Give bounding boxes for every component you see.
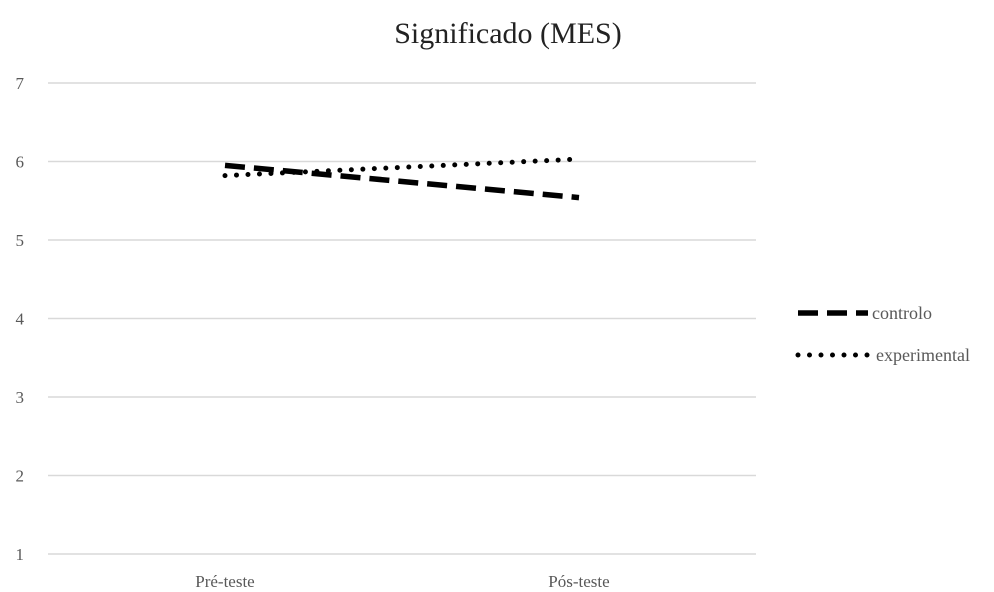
series-line-controlo	[224, 162, 580, 201]
x-axis-tick-labels: Pré-teste Pós-teste	[195, 572, 609, 591]
gridlines	[48, 82, 756, 555]
x-tick-label: Pós-teste	[548, 572, 609, 591]
legend: controlo experimental	[795, 303, 970, 365]
y-tick-label: 1	[16, 545, 25, 564]
legend-label: experimental	[876, 345, 970, 365]
x-tick-label: Pré-teste	[195, 572, 254, 591]
y-tick-label: 5	[16, 231, 25, 250]
y-tick-label: 4	[16, 310, 25, 329]
legend-label: controlo	[872, 303, 932, 323]
y-tick-label: 3	[16, 388, 25, 407]
series-line-experimental	[222, 156, 582, 179]
chart-title: Significado (MES)	[394, 17, 621, 50]
y-axis-tick-labels: 1 2 3 4 5 6 7	[16, 74, 25, 564]
series-lines	[222, 156, 582, 201]
y-tick-label: 2	[16, 467, 25, 486]
y-tick-label: 6	[16, 153, 25, 172]
y-tick-label: 7	[16, 74, 25, 93]
